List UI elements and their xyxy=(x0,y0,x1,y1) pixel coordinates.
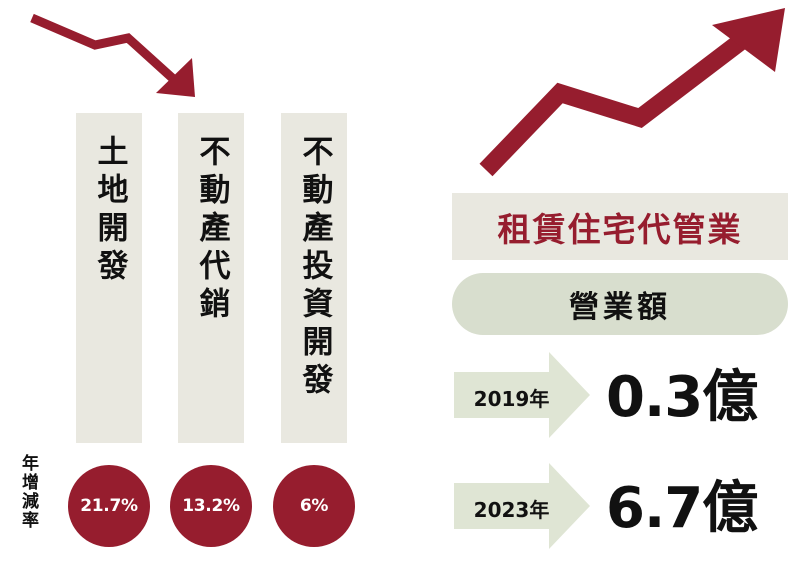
year-label: 2019年 xyxy=(473,387,550,411)
rental-title: 租賃住宅代管業 xyxy=(497,209,743,249)
column-real-estate-agency: 不動產代銷 xyxy=(178,113,244,443)
column-label: 土地開發 xyxy=(91,135,128,287)
growth-row-label: 年增減率 xyxy=(18,454,38,530)
growth-badge: 13.2% xyxy=(170,465,252,547)
up-trend-arrow-icon xyxy=(479,8,785,177)
revenue-value: 6.7億 xyxy=(606,476,758,541)
column-label: 不動產代銷 xyxy=(193,135,230,325)
column-label: 不動產投資開發 xyxy=(296,135,333,401)
year-arrow-icon xyxy=(454,352,590,438)
column-land-development: 土地開發 xyxy=(76,113,142,443)
revenue-value: 0.3億 xyxy=(606,365,758,430)
growth-badge: 6% xyxy=(273,465,355,547)
metric-pill: 營業額 xyxy=(452,273,788,335)
column-real-estate-investment: 不動產投資開發 xyxy=(281,113,347,443)
year-label: 2023年 xyxy=(473,498,550,522)
rental-title-box: 租賃住宅代管業 xyxy=(452,193,788,260)
growth-badge: 21.7% xyxy=(68,465,150,547)
year-arrow-icon xyxy=(454,463,590,549)
metric-label: 營業額 xyxy=(569,290,671,325)
down-trend-arrow-icon xyxy=(30,13,195,97)
